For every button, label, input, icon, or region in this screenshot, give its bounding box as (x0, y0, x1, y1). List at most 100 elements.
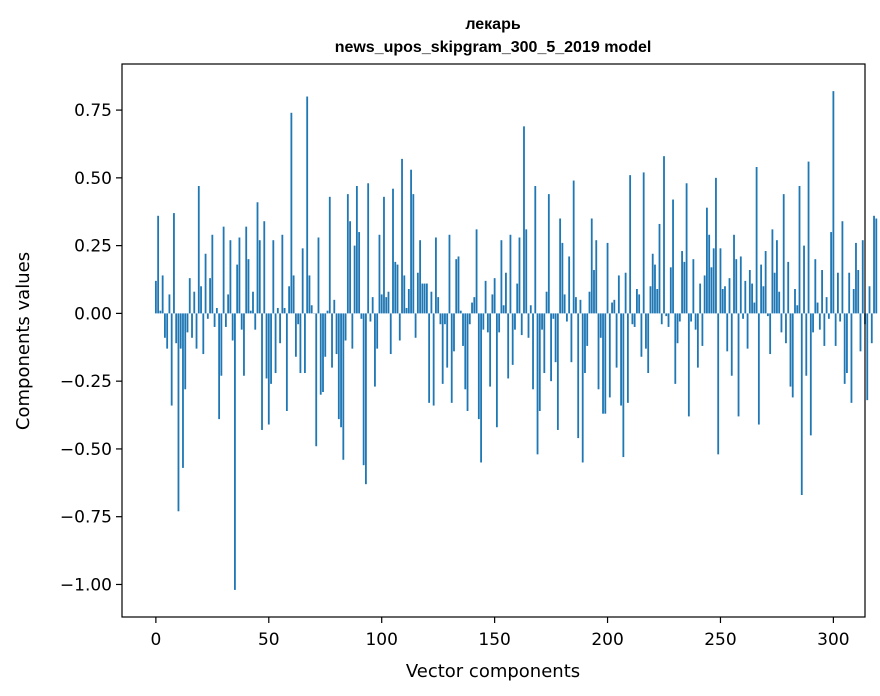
bar (231, 313, 234, 341)
bar (608, 313, 611, 398)
bar (692, 259, 695, 314)
chart-title-line1: лекарь (465, 16, 521, 33)
bar (748, 270, 751, 314)
bar (599, 313, 602, 338)
bar (477, 313, 480, 420)
bar (351, 313, 354, 349)
bar (818, 313, 821, 330)
bar (342, 313, 345, 460)
x-tick-label: 50 (258, 630, 280, 650)
bar (484, 280, 487, 314)
bar (791, 313, 794, 398)
bar (575, 297, 577, 314)
bar (378, 234, 381, 314)
bar (489, 313, 492, 387)
bar (416, 272, 419, 314)
bar (807, 161, 810, 314)
bar (326, 310, 329, 314)
bar (432, 313, 435, 406)
bar (466, 313, 469, 411)
bar (624, 272, 627, 314)
y-tick-label: −0.50 (60, 440, 112, 460)
bar (206, 313, 209, 319)
bar (276, 307, 279, 314)
bar (604, 313, 607, 414)
bar (213, 313, 216, 327)
bar (855, 242, 857, 314)
bar (191, 313, 193, 338)
bar (215, 307, 218, 314)
bar (254, 313, 257, 330)
bar (746, 313, 749, 349)
bar (349, 221, 351, 314)
bar (222, 226, 225, 314)
bar (868, 286, 871, 314)
bar (848, 272, 851, 314)
bar (579, 299, 582, 314)
bar (724, 286, 726, 314)
bar (358, 232, 361, 314)
bar (550, 313, 552, 382)
bar (733, 234, 735, 314)
bar (240, 313, 243, 330)
bar (771, 229, 774, 314)
bar (252, 291, 254, 314)
bar (154, 280, 157, 314)
bar (224, 313, 227, 327)
bar (547, 194, 550, 314)
bar (491, 294, 494, 314)
bar (263, 221, 266, 314)
bar (301, 248, 304, 314)
bar (737, 313, 740, 417)
bar (464, 313, 467, 390)
bar (306, 96, 309, 314)
bar (832, 91, 835, 314)
bar (376, 313, 379, 349)
bar (626, 313, 629, 403)
bar (778, 291, 781, 314)
bar (554, 313, 557, 363)
bar (498, 313, 501, 333)
bar (170, 313, 173, 406)
bar (563, 294, 566, 314)
bar (455, 259, 458, 314)
y-tick-label: 0.50 (74, 169, 112, 189)
bar (367, 183, 370, 314)
bar (852, 289, 855, 314)
bar (335, 313, 338, 355)
bar (261, 313, 263, 430)
bar (197, 185, 200, 314)
bar (389, 313, 392, 355)
bar (514, 313, 516, 330)
bar (787, 261, 790, 314)
bar (721, 289, 724, 314)
bar (629, 175, 632, 314)
bar (279, 313, 281, 344)
bar (638, 294, 641, 314)
bar (527, 313, 530, 338)
bar (696, 313, 699, 368)
bar (525, 229, 528, 314)
bar (505, 272, 507, 314)
bar (708, 234, 711, 314)
bar (857, 270, 860, 314)
bar (441, 313, 444, 384)
bar (633, 313, 636, 327)
bar (383, 196, 385, 314)
bar (159, 310, 162, 314)
bar (324, 313, 327, 357)
y-tick-label: −1.00 (60, 575, 112, 595)
bar (568, 256, 571, 314)
bar (437, 297, 440, 314)
bar (412, 194, 415, 314)
bar (837, 272, 839, 314)
bar (227, 294, 230, 314)
bar (588, 291, 591, 314)
bar (500, 240, 503, 314)
bar (681, 251, 683, 314)
bar (168, 294, 171, 314)
bar (292, 275, 295, 314)
bar (380, 294, 383, 314)
bar (615, 313, 618, 368)
bar (674, 313, 677, 384)
